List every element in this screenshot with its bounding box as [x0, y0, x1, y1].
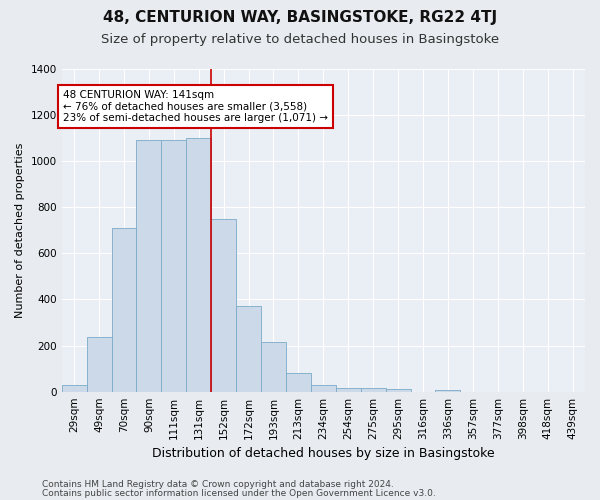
- Bar: [211, 219, 236, 392]
- Bar: [112, 228, 136, 392]
- Bar: [311, 385, 336, 392]
- Bar: [161, 140, 186, 392]
- Bar: [361, 388, 386, 392]
- X-axis label: Distribution of detached houses by size in Basingstoke: Distribution of detached houses by size …: [152, 447, 494, 460]
- Bar: [186, 138, 211, 392]
- Bar: [261, 342, 286, 392]
- Bar: [136, 140, 161, 392]
- Text: Size of property relative to detached houses in Basingstoke: Size of property relative to detached ho…: [101, 32, 499, 46]
- Bar: [436, 390, 460, 392]
- Text: Contains public sector information licensed under the Open Government Licence v3: Contains public sector information licen…: [42, 489, 436, 498]
- Bar: [336, 388, 361, 392]
- Text: Contains HM Land Registry data © Crown copyright and database right 2024.: Contains HM Land Registry data © Crown c…: [42, 480, 394, 489]
- Text: 48, CENTURION WAY, BASINGSTOKE, RG22 4TJ: 48, CENTURION WAY, BASINGSTOKE, RG22 4TJ: [103, 10, 497, 25]
- Bar: [386, 390, 410, 392]
- Text: 48 CENTURION WAY: 141sqm
← 76% of detached houses are smaller (3,558)
23% of sem: 48 CENTURION WAY: 141sqm ← 76% of detach…: [63, 90, 328, 123]
- Bar: [86, 337, 112, 392]
- Bar: [62, 385, 86, 392]
- Y-axis label: Number of detached properties: Number of detached properties: [15, 142, 25, 318]
- Bar: [286, 373, 311, 392]
- Bar: [236, 306, 261, 392]
